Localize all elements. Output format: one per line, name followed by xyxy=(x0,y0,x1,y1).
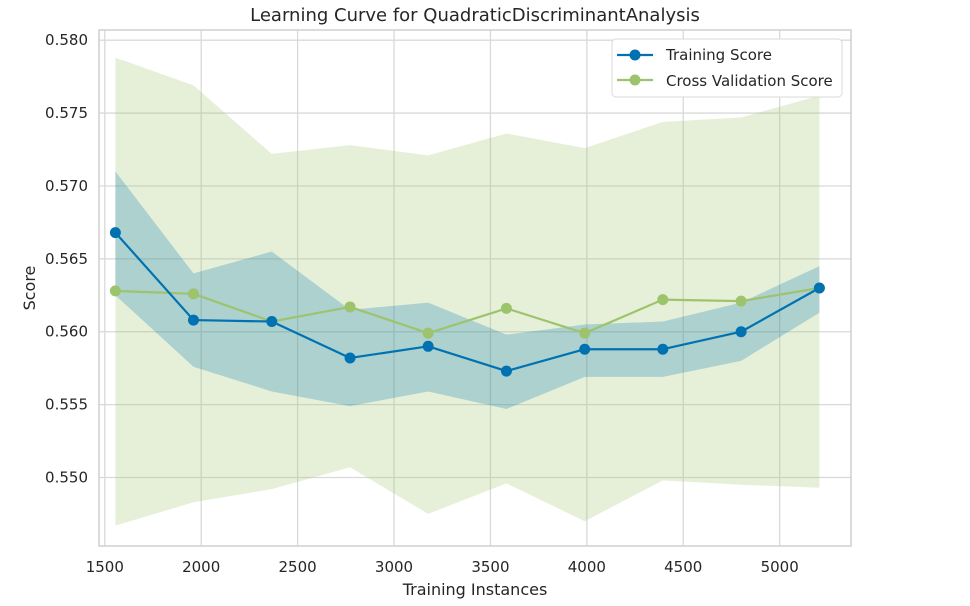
line-layer xyxy=(114,231,821,373)
y-tick-label: 0.555 xyxy=(45,396,88,414)
x-tick-label: 5000 xyxy=(761,558,799,576)
training-score-point xyxy=(735,326,747,338)
cross-validation-score-point xyxy=(579,327,591,339)
point-layer xyxy=(109,227,825,377)
training-score-point xyxy=(266,316,278,328)
grid-layer xyxy=(99,30,851,546)
x-tick-label: 4000 xyxy=(568,558,606,576)
x-axis-label: Training Instances xyxy=(402,580,548,599)
training-score-point xyxy=(813,282,825,294)
x-tick-label: 3000 xyxy=(375,558,413,576)
plot-background xyxy=(99,30,851,546)
x-tick-label: 4500 xyxy=(664,558,702,576)
cross-validation-score-point xyxy=(422,327,434,339)
legend-label-training: Training Score xyxy=(665,46,772,64)
y-tick-label: 0.575 xyxy=(45,104,88,122)
legend: Training Score Cross Validation Score xyxy=(611,38,843,98)
legend-marker-training xyxy=(629,49,641,61)
y-tick-label: 0.550 xyxy=(45,468,88,486)
cross-validation-score-point xyxy=(187,288,199,300)
x-tick-label: 2500 xyxy=(279,558,317,576)
training-score-point xyxy=(579,343,591,355)
y-tick-label: 0.570 xyxy=(45,177,88,195)
training-score-point xyxy=(109,227,121,239)
training-score-line xyxy=(114,231,821,373)
chart-title: Learning Curve for QuadraticDiscriminant… xyxy=(250,5,700,26)
x-tick-label: 2000 xyxy=(182,558,220,576)
cross-validation-score-point xyxy=(109,285,121,297)
cross-validation-score-point xyxy=(657,294,669,306)
cross-validation-score-line xyxy=(114,286,821,335)
x-tick-label: 1500 xyxy=(86,558,124,576)
legend-marker-cross-validation xyxy=(629,74,641,86)
legend-label-cross-validation: Cross Validation Score xyxy=(666,72,833,90)
cross-validation-score-point xyxy=(344,301,356,313)
x-tick-label: 3500 xyxy=(471,558,509,576)
training-score-point xyxy=(422,340,434,352)
y-tick-label: 0.560 xyxy=(45,323,88,341)
y-tick-label: 0.565 xyxy=(45,250,88,268)
training-score-point xyxy=(344,352,356,364)
y-axis-label: Score xyxy=(20,266,39,311)
legend-box xyxy=(611,38,843,98)
cross-validation-score-point xyxy=(735,295,747,307)
tick-layer: 1500 2000 2500 3000 3500 4000 4500 5000 0.550 0.5… xyxy=(45,31,799,576)
cross-validation-score-band xyxy=(115,57,820,526)
training-score-point xyxy=(187,314,199,326)
y-tick-label: 0.580 xyxy=(45,31,88,49)
training-score-point xyxy=(500,365,512,377)
cross-validation-score-point xyxy=(500,302,512,314)
plot-frame xyxy=(98,29,852,547)
training-score-point xyxy=(657,343,669,355)
